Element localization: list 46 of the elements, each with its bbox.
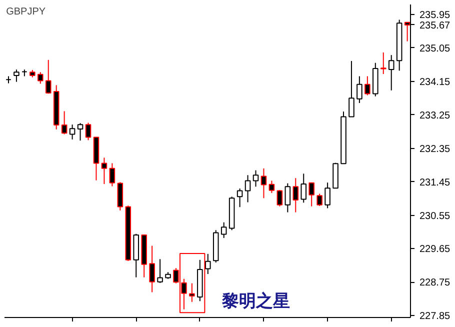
candlestick — [205, 253, 211, 275]
candlestick — [308, 182, 314, 207]
candlestick — [300, 173, 307, 204]
y-tick-label: 235.67 — [420, 20, 451, 32]
candlestick — [388, 54, 394, 91]
candlestick — [276, 189, 283, 207]
candlestick — [252, 170, 259, 188]
candlestick — [61, 110, 68, 135]
y-tick-label: 234.15 — [420, 76, 451, 88]
candlestick — [85, 122, 92, 141]
candlestick — [149, 245, 155, 293]
y-tick-label: 229.65 — [420, 244, 451, 256]
candlestick — [356, 76, 362, 104]
candlestick — [189, 282, 195, 302]
candlestick — [364, 76, 370, 96]
candlestick — [109, 162, 116, 187]
candlestick — [101, 157, 108, 185]
candlestick — [348, 60, 354, 118]
candlestick — [260, 168, 267, 199]
y-tick-label: 233.25 — [420, 110, 451, 122]
candlestick — [117, 182, 124, 211]
y-tick-label: 235.95 — [420, 10, 451, 22]
y-tick-label: 231.45 — [420, 177, 451, 188]
candlestick — [284, 182, 291, 213]
y-tick-label: 228.75 — [420, 278, 451, 289]
candlestick — [6, 76, 12, 84]
candlestick — [157, 258, 163, 284]
candlestick — [69, 124, 76, 140]
chart-title: GBPJPY — [6, 6, 46, 18]
candlestick — [38, 72, 44, 84]
candlestick — [220, 222, 227, 238]
candlestick — [77, 122, 84, 142]
candlestick — [316, 193, 322, 206]
candlestick — [14, 69, 20, 82]
candlestick — [268, 180, 275, 194]
annotation: 黎明之星 — [220, 292, 290, 312]
y-tick-label: 232.35 — [420, 144, 451, 155]
y-tick-label: 235.05 — [420, 43, 451, 54]
candlestick — [324, 182, 330, 209]
candlestick — [45, 59, 52, 94]
y-tick-label: 227.85 — [420, 311, 451, 322]
candlestick — [244, 174, 251, 203]
candlestick — [292, 178, 299, 213]
candlestick — [236, 188, 243, 208]
y-tick-label: 230.55 — [420, 210, 451, 222]
candlestick — [380, 52, 386, 75]
